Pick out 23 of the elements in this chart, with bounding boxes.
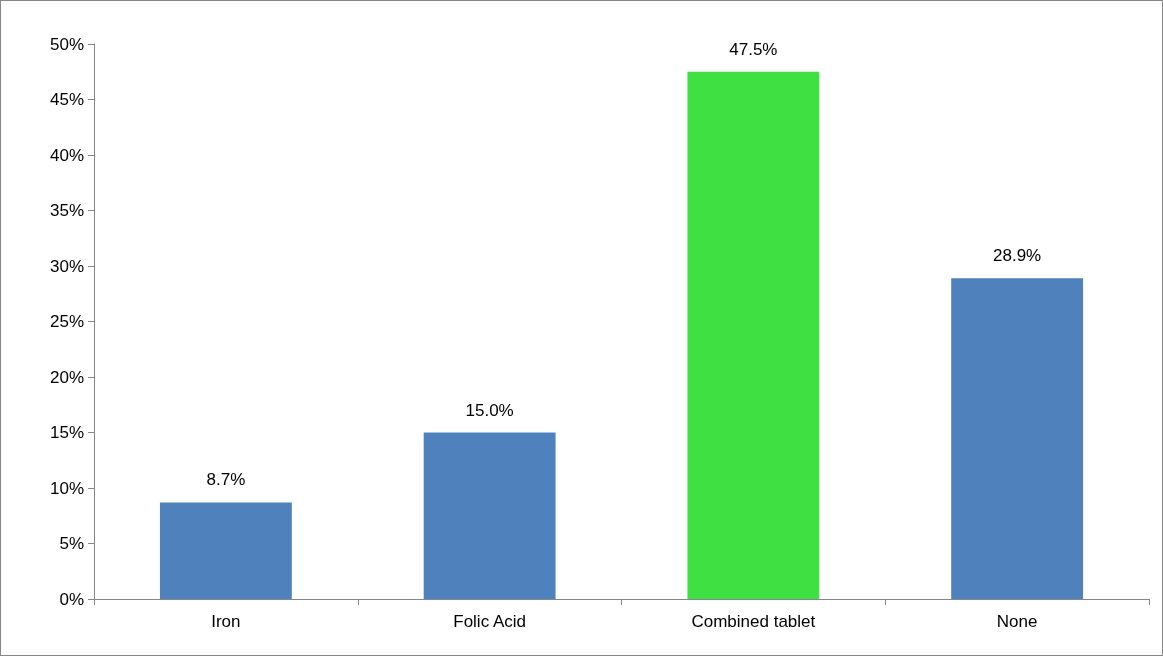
y-tick-label: 25% bbox=[49, 312, 84, 331]
y-tick-label: 5% bbox=[59, 534, 84, 553]
x-tick-label: Combined tablet bbox=[691, 612, 816, 631]
x-tick-label: Iron bbox=[211, 612, 241, 631]
bar bbox=[159, 502, 292, 599]
data-label: 28.9% bbox=[993, 246, 1042, 266]
y-tick-label: 15% bbox=[49, 423, 84, 442]
bar bbox=[951, 278, 1084, 599]
y-tick-label: 20% bbox=[49, 367, 84, 387]
y-tick-label: 10% bbox=[49, 478, 84, 498]
y-tick-label: 30% bbox=[49, 256, 84, 276]
bar bbox=[687, 71, 820, 599]
y-tick-label: 35% bbox=[49, 201, 84, 220]
y-tick-label: 45% bbox=[49, 90, 84, 109]
data-label: 15.0% bbox=[465, 400, 514, 420]
bar bbox=[423, 432, 556, 599]
x-tick-label: Folic Acid bbox=[453, 612, 526, 631]
x-tick-label: None bbox=[996, 612, 1038, 631]
data-label: 8.7% bbox=[206, 470, 246, 490]
y-tick-label: 0% bbox=[59, 589, 84, 609]
y-tick-label: 40% bbox=[49, 145, 84, 165]
y-tick-label: 50% bbox=[49, 34, 84, 54]
data-label: 47.5% bbox=[729, 39, 778, 59]
